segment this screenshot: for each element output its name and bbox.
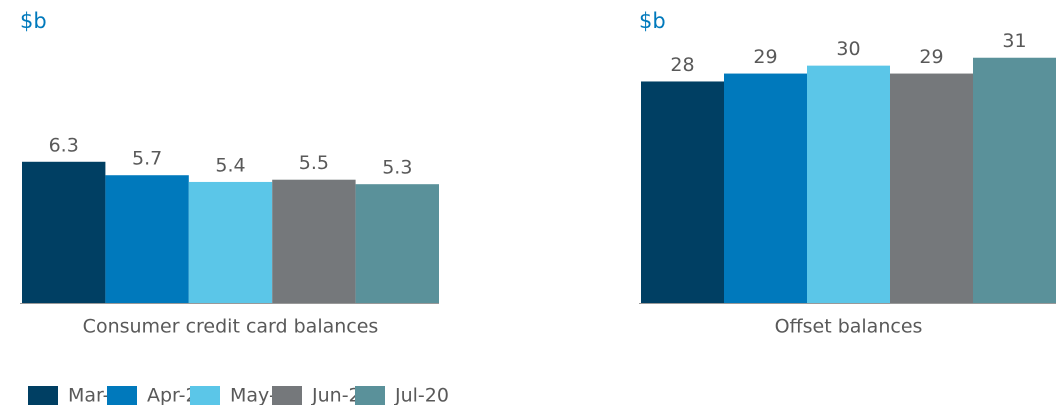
data-label: 5.7 — [132, 148, 162, 170]
data-label: 5.5 — [299, 152, 329, 174]
bar — [724, 73, 807, 303]
y-unit: $b — [20, 9, 47, 33]
bar — [807, 65, 890, 303]
data-label: 31 — [1002, 30, 1026, 52]
data-label: 6.3 — [49, 134, 79, 156]
legend-swatch — [190, 386, 220, 405]
data-label: 5.4 — [215, 154, 245, 176]
data-label: 28 — [670, 54, 694, 76]
data-label: 30 — [836, 38, 860, 60]
data-label: 29 — [753, 46, 777, 68]
bar — [188, 181, 273, 303]
legend-swatch — [355, 386, 385, 405]
x-axis-label: Offset balances — [775, 316, 923, 338]
legend-label: Jul-20 — [394, 385, 449, 405]
bar — [272, 179, 356, 303]
data-label: 5.3 — [382, 157, 412, 179]
bar — [355, 184, 439, 303]
y-unit: $b — [639, 9, 666, 33]
x-axis-label: Consumer credit card balances — [83, 316, 379, 338]
legend-swatch — [272, 386, 302, 405]
bar — [641, 81, 724, 304]
data-label: 29 — [919, 46, 943, 68]
bar — [973, 57, 1056, 304]
legend-swatch — [28, 386, 58, 405]
bar — [105, 175, 189, 303]
bar — [22, 161, 106, 303]
bar — [890, 73, 973, 303]
legend-swatch — [107, 386, 137, 405]
